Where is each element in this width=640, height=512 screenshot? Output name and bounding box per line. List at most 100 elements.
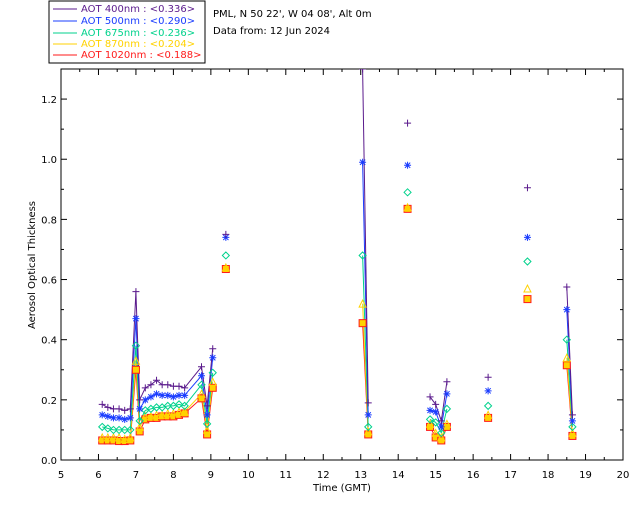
data-point [203,430,212,439]
data-point [523,283,532,293]
y-tick-label: 1.0 [41,155,57,166]
legend-label-675: AOT 675nm : <0.236> [81,28,195,39]
x-tick-label: 13 [354,470,367,481]
data-point [120,434,130,443]
data-point [98,411,106,419]
legend-frame [48,0,206,64]
data-point [126,425,135,435]
data-point [523,295,532,304]
data-point [135,427,144,436]
series-line [429,381,448,422]
data-date: Data from: 12 Jun 2024 [213,26,330,37]
data-point [126,405,134,413]
x-tick-label: 10 [242,470,255,481]
data-point [437,417,445,425]
series-markers-aot-400nm [98,69,576,425]
data-point [432,400,440,408]
data-point [197,394,206,403]
data-point [568,428,577,437]
data-point [104,412,112,420]
data-point [132,315,140,323]
x-tick-label: 5 [58,470,64,481]
data-point [103,424,113,433]
data-point [180,401,189,411]
data-point [426,393,434,401]
data-point [140,411,150,421]
x-tick-label: 20 [617,470,630,481]
series-line [362,255,369,427]
data-point [115,405,123,413]
data-point [364,422,373,432]
y-tick-label: 1.2 [41,95,57,106]
data-point [221,265,230,274]
data-point [523,233,531,241]
data-point [568,417,576,425]
site-info: PML, N 50 22', W 04 08', Alt 0m [213,9,372,20]
series-line [566,339,573,427]
legend-label-1020: AOT 1020nm : <0.188> [81,50,201,61]
data-point [403,202,412,212]
data-point [563,306,571,314]
data-point [109,432,118,442]
x-tick-label: 9 [208,470,214,481]
data-point [425,415,435,424]
data-point [563,283,571,291]
data-point [152,403,161,412]
legend-label-500: AOT 500nm : <0.290> [81,16,195,27]
data-point [121,406,129,414]
data-point [364,399,372,407]
data-point [523,257,532,266]
data-point [164,391,172,399]
x-axis: 5 6 7 8 9 10 11 12 13 14 15 16 17 18 19 20 [58,69,630,481]
data-point [404,161,412,169]
data-point [359,69,367,73]
data-point [208,377,218,386]
data-point [484,387,492,395]
data-point [442,404,452,414]
data-point [163,401,172,411]
data-point [104,403,112,411]
data-point [202,425,212,434]
data-point [568,411,576,419]
data-point [174,400,184,409]
y-tick-label: 0.2 [41,396,57,407]
legend-label-400: AOT 400nm : <0.336> [81,4,195,15]
data-point [141,396,149,404]
data-point [153,376,161,384]
data-point [436,432,446,442]
data-point [443,390,451,398]
data-point [197,380,206,390]
data-point [359,158,367,166]
data-point [221,262,231,272]
data-point [126,414,134,422]
series-line [429,393,448,429]
data-point [114,432,124,442]
data-point [135,422,144,431]
data-point [443,378,451,386]
legend: AOT 400nm : <0.336> AOT 500nm : <0.290> … [48,0,206,64]
data-point [562,361,571,370]
data-point [97,432,107,442]
data-point [222,230,230,238]
y-tick-label: 0.6 [41,276,57,287]
data-point [163,408,173,418]
data-point [562,353,572,362]
y-tick-label: 0.8 [41,215,57,226]
data-point [358,251,367,260]
x-tick-label: 15 [429,470,442,481]
data-point [181,384,189,392]
y-axis: 0.0 0.2 0.4 0.6 0.8 1.0 1.2 [41,68,623,467]
data-point [404,119,412,127]
data-point [120,425,129,435]
data-point [169,393,177,401]
x-tick-label: 16 [467,470,480,481]
x-tick-label: 6 [95,470,101,481]
x-tick-label: 17 [504,470,517,481]
data-point [180,407,189,416]
legend-label-870: AOT 870nm : <0.204> [81,39,195,50]
data-point [181,391,189,399]
data-point [484,373,492,381]
data-point [147,381,155,389]
data-point [209,354,217,362]
data-point [568,422,577,432]
